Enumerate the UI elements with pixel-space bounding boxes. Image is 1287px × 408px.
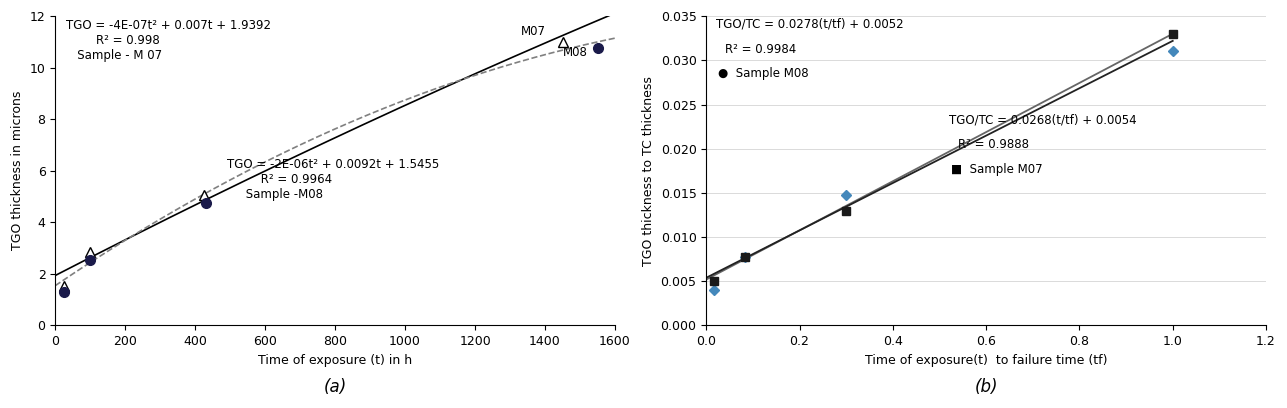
X-axis label: Time of exposure (t) in h: Time of exposure (t) in h xyxy=(259,354,412,367)
Y-axis label: TGO thickness in microns: TGO thickness in microns xyxy=(12,91,24,251)
Y-axis label: TGO thickness to TC thickness: TGO thickness to TC thickness xyxy=(642,76,655,266)
Text: TGO = -2E-06t² + 0.0092t + 1.5455
         R² = 0.9964
     Sample -M08: TGO = -2E-06t² + 0.0092t + 1.5455 R² = 0… xyxy=(227,158,439,201)
Text: (b): (b) xyxy=(974,378,997,396)
Text: TGO/TC = 0.0268(t/tf) + 0.0054: TGO/TC = 0.0268(t/tf) + 0.0054 xyxy=(949,113,1136,126)
Text: TGO/TC = 0.0278(t/tf) + 0.0052: TGO/TC = 0.0278(t/tf) + 0.0052 xyxy=(716,18,903,31)
X-axis label: Time of exposure(t)  to failure time (tf): Time of exposure(t) to failure time (tf) xyxy=(865,354,1107,367)
Text: (a): (a) xyxy=(323,378,346,396)
Text: R² = 0.9984: R² = 0.9984 xyxy=(725,42,797,55)
Text: M07: M07 xyxy=(520,25,546,38)
Text: M08: M08 xyxy=(562,46,587,59)
Text: ■  Sample M07: ■ Sample M07 xyxy=(951,163,1042,176)
Text: ●  Sample M08: ● Sample M08 xyxy=(718,67,808,80)
Text: TGO = -4E-07t² + 0.007t + 1.9392
        R² = 0.998
   Sample - M 07: TGO = -4E-07t² + 0.007t + 1.9392 R² = 0.… xyxy=(66,19,270,62)
Text: R² = 0.9888: R² = 0.9888 xyxy=(958,138,1030,151)
